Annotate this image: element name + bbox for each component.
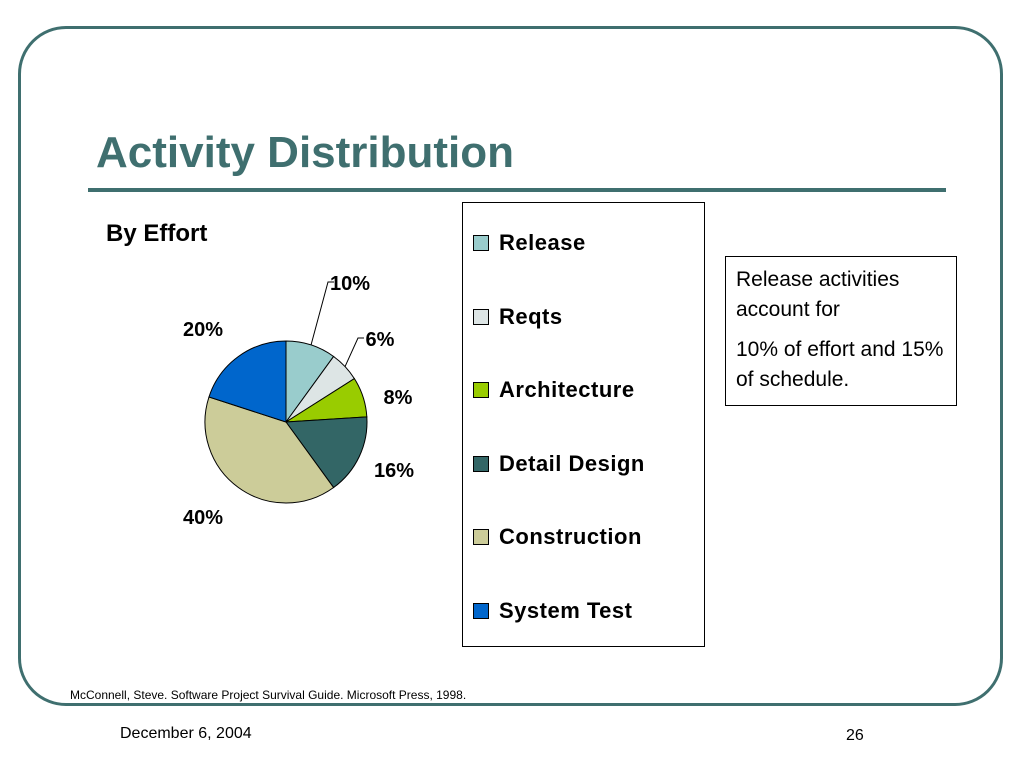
pie-slice-detail-design bbox=[285, 416, 368, 489]
chart-title: By Effort bbox=[106, 220, 208, 247]
pie-leader-line-release bbox=[310, 281, 334, 346]
legend-swatch bbox=[473, 602, 489, 619]
slide-frame bbox=[18, 26, 1003, 706]
pie-slice-system-test bbox=[208, 340, 287, 423]
legend-label: System Test bbox=[499, 597, 633, 623]
footer-date: December 6, 2004 bbox=[120, 725, 252, 742]
legend-swatch bbox=[473, 455, 489, 472]
legend-item-reqts: Reqts bbox=[473, 302, 563, 332]
legend-label: Reqts bbox=[499, 303, 563, 329]
legend-item-detail-design: Detail Design bbox=[473, 449, 645, 479]
legend-item-system-test: System Test bbox=[473, 596, 632, 626]
legend-item-construction: Construction bbox=[473, 522, 642, 552]
pie-label-release: 10% bbox=[330, 273, 370, 295]
pie-label-architecture: 8% bbox=[384, 387, 413, 409]
pie-label-construction: 40% bbox=[183, 507, 223, 529]
pie-label-reqts: 6% bbox=[366, 329, 395, 351]
legend-label: Detail Design bbox=[499, 450, 645, 476]
legend-label: Construction bbox=[499, 524, 642, 549]
chart-legend: Release Reqts Architecture Detail Design Con… bbox=[462, 202, 705, 647]
legend-swatch bbox=[473, 529, 489, 545]
legend-swatch bbox=[473, 308, 489, 325]
page-number: 26 bbox=[846, 727, 864, 744]
legend-item-release: Release bbox=[473, 228, 586, 258]
legend-item-architecture: Architecture bbox=[473, 375, 635, 405]
legend-label: Architecture bbox=[499, 377, 635, 402]
legend-swatch bbox=[473, 235, 489, 251]
callout-box: Release activities account for 10% of ef… bbox=[725, 256, 957, 406]
legend-label: Release bbox=[499, 230, 586, 255]
callout-line-2: 10% of effort and 15% of schedule. bbox=[736, 338, 944, 391]
slide-title: Activity Distribution bbox=[96, 128, 515, 177]
pie-slice-construction bbox=[204, 396, 335, 504]
pie-label-system-test: 20% bbox=[183, 319, 223, 341]
legend-swatch bbox=[473, 382, 489, 398]
pie-leader-line-reqts bbox=[344, 337, 364, 367]
title-underline bbox=[88, 188, 946, 192]
pie-label-detail-design: 16% bbox=[374, 460, 414, 482]
callout-line-1: Release activities account for bbox=[736, 268, 900, 321]
citation: McConnell, Steve. Software Project Survi… bbox=[70, 688, 467, 702]
